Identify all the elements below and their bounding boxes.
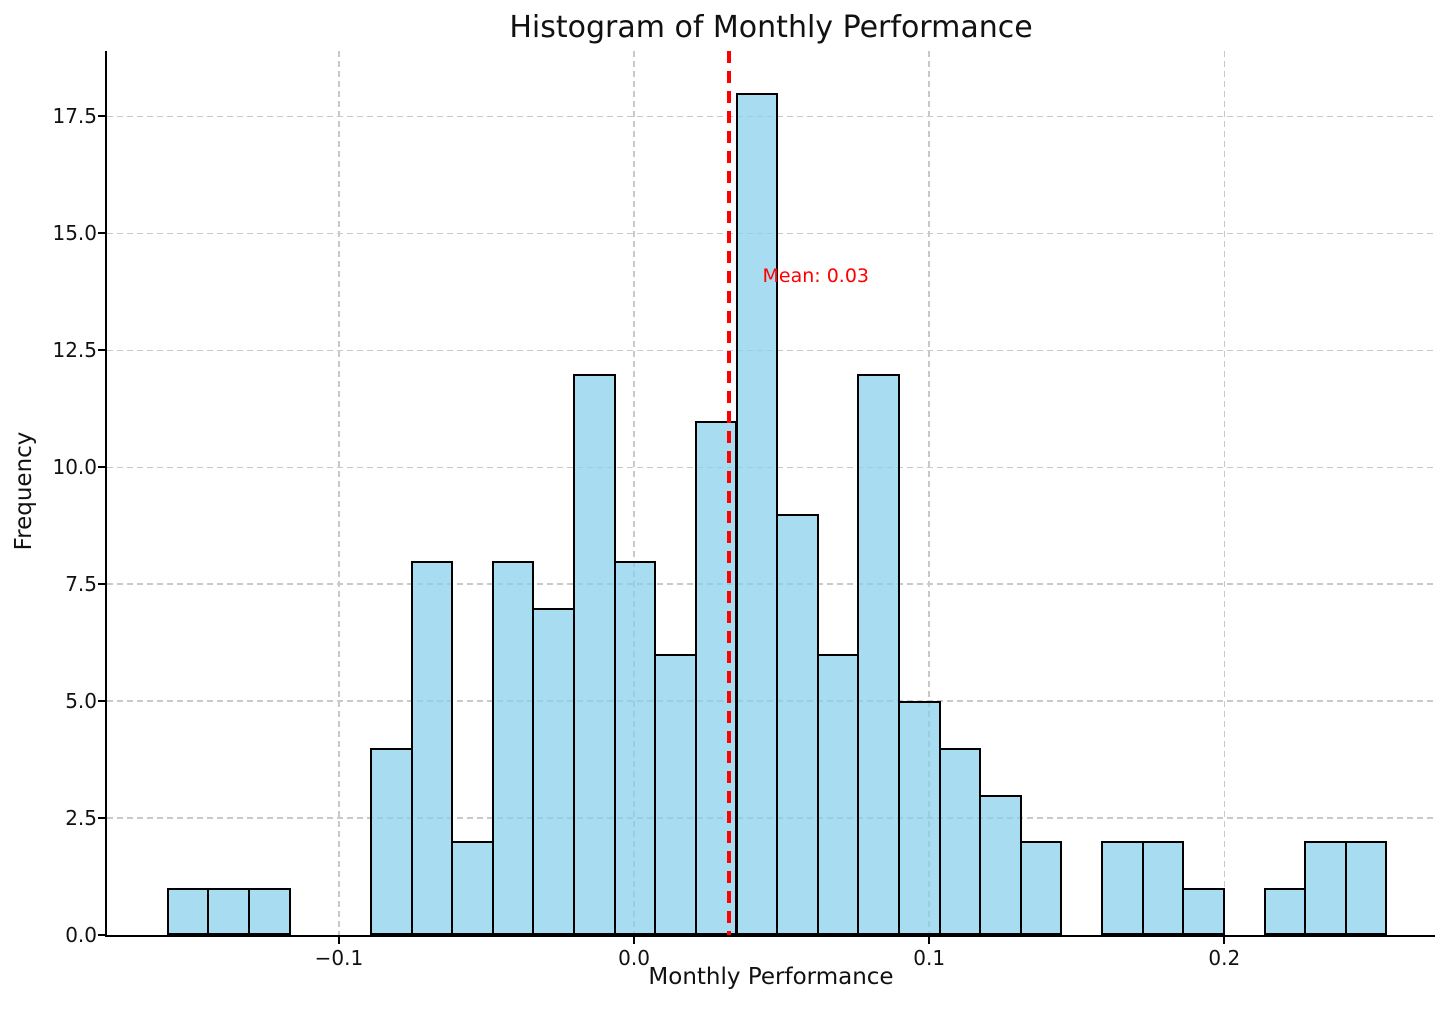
histogram-bar [532, 607, 575, 935]
histogram-bar [1344, 841, 1388, 935]
histogram-bar [654, 654, 697, 935]
histogram-bar [897, 701, 941, 935]
x-tick-label: 0.2 [1208, 946, 1241, 970]
y-tick-label: 7.5 [65, 572, 97, 597]
y-tick-label: 17.5 [52, 104, 97, 129]
y-tick-mark [98, 583, 107, 586]
histogram-bar [1141, 841, 1185, 935]
histogram-bar [613, 560, 657, 935]
x-tick-mark [1223, 935, 1226, 944]
x-gridline [338, 51, 340, 935]
x-tick-label: −0.1 [314, 946, 364, 970]
y-tick-label: 2.5 [65, 806, 97, 831]
y-axis-label: Frequency [11, 431, 37, 551]
mean-line [726, 51, 731, 935]
histogram-bar [573, 373, 616, 935]
histogram-bar [207, 888, 251, 935]
histogram-bar [410, 560, 454, 935]
y-tick-label: 10.0 [52, 455, 97, 480]
x-axis-label: Monthly Performance [648, 964, 894, 990]
y-tick-mark [98, 817, 107, 820]
x-gridline [1223, 51, 1226, 935]
x-tick-mark [337, 935, 340, 944]
x-gridline [928, 51, 930, 935]
chart-title: Histogram of Monthly Performance [509, 10, 1033, 45]
histogram-bar [979, 794, 1022, 935]
mean-annotation: Mean: 0.03 [762, 265, 870, 287]
histogram-bar [694, 420, 738, 935]
axes-spines [105, 51, 1435, 937]
histogram-bar [1304, 841, 1347, 935]
histogram-bar [816, 654, 860, 935]
histogram-bar [451, 841, 494, 935]
y-tick-mark [98, 115, 107, 118]
histogram-bar [248, 888, 291, 935]
x-tick-label: 0.0 [618, 946, 650, 970]
histogram-bar [1263, 888, 1307, 935]
y-tick-label: 5.0 [65, 689, 97, 714]
histogram-bar [938, 747, 982, 935]
histogram-bar [491, 560, 535, 935]
y-tick-mark [98, 466, 107, 469]
y-tick-label: 12.5 [52, 338, 97, 363]
y-tick-label: 0.0 [65, 923, 97, 947]
histogram-bar [369, 747, 413, 935]
x-gridline [633, 51, 635, 935]
histogram-bar [1182, 888, 1225, 935]
y-tick-mark [98, 934, 107, 936]
histogram-bar [1101, 841, 1144, 935]
histogram-bar [776, 514, 819, 935]
y-tick-mark [98, 349, 107, 352]
histogram-bar [1019, 841, 1063, 935]
x-tick-mark [633, 935, 636, 944]
y-tick-mark [98, 700, 107, 703]
histogram-bar [735, 93, 779, 935]
y-tick-mark [98, 232, 107, 235]
x-tick-label: 0.1 [913, 946, 946, 970]
histogram-bar [166, 888, 210, 935]
histogram-bar [857, 373, 900, 935]
x-tick-mark [928, 935, 931, 944]
y-tick-label: 15.0 [52, 221, 97, 246]
